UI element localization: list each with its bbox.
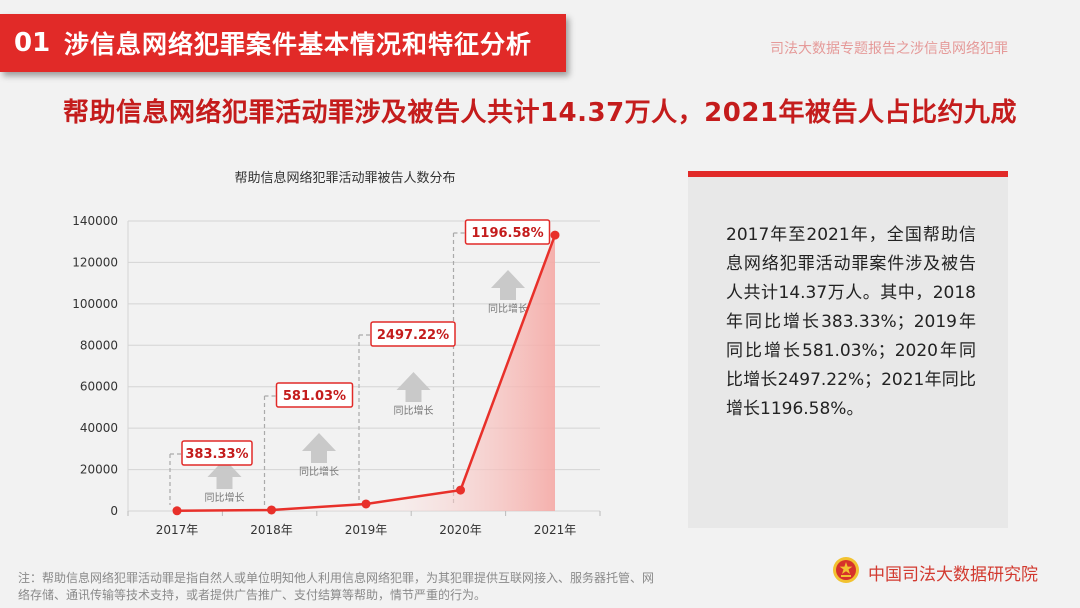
summary-text: 2017年至2021年，全国帮助信息网络犯罪活动罪案件涉及被告人共计14.37万… [726,225,976,419]
growth-label-box [181,440,253,466]
x-tick-label: 2021年 [534,523,577,537]
growth-arrow-icon [396,372,431,402]
y-tick-label: 80000 [80,338,118,352]
section-number: 01 [14,28,51,58]
court-emblem-icon [833,557,859,583]
growth-label: 383.33% [185,447,248,462]
x-tick-label: 2017年 [156,523,199,537]
growth-label-box [275,382,354,408]
growth-guide [263,395,277,505]
section-title: 涉信息网络犯罪案件基本情况和特征分析 [64,30,533,59]
data-point [456,485,465,495]
growth-arrow-icon [491,270,525,300]
chart-title: 帮助信息网络犯罪活动罪被告人数分布 [234,170,455,186]
growth-label-box [370,321,456,347]
y-tick-label: 40000 [80,421,118,435]
x-tick-label: 2018年 [250,523,293,537]
growth-label: 2497.22% [377,328,449,343]
growth-arrow-label: 同比增长 [299,465,339,478]
y-tick-label: 0 [110,504,118,518]
growth-guide [169,453,182,505]
x-tick-label: 2019年 [345,523,388,537]
y-tick-label: 140000 [72,214,118,228]
data-point [172,506,182,516]
growth-label: 581.03% [283,389,346,404]
report-tag: 司法大数据专题报告之涉信息网络犯罪 [770,41,1008,57]
growth-arrow-label: 同比增长 [488,302,528,315]
growth-guide [452,232,466,505]
y-tick-label: 100000 [72,297,118,311]
y-tick-label: 20000 [80,463,118,477]
growth-label-box [464,219,551,245]
series-area [177,235,555,511]
growth-arrow-icon [302,433,336,463]
growth-label: 1196.58% [471,226,543,241]
y-tick-label: 60000 [80,380,118,394]
section-header: 01 涉信息网络犯罪案件基本情况和特征分析 [0,14,566,72]
growth-arrow-label: 同比增长 [205,491,245,504]
data-point [550,230,560,240]
growth-arrow-icon [207,459,242,489]
data-point [267,505,276,515]
x-tick-label: 2020年 [439,523,482,537]
growth-guide [358,334,371,505]
footnote: 注：帮助信息网络犯罪活动罪是指自然人或单位明知他人利用信息网络犯罪，为其犯罪提供… [18,571,655,602]
headline: 帮助信息网络犯罪活动罪涉及被告人共计14.37万人，2021年被告人占比约九成 [62,98,1018,128]
defendant-line-chart: 帮助信息网络犯罪活动罪被告人数分布 140000 120000 100000 8000… [72,170,601,537]
data-point [361,499,371,509]
y-tick-label: 120000 [72,255,118,269]
growth-arrow-label: 同比增长 [394,404,434,417]
summary-panel: 2017年至2021年，全国帮助信息网络犯罪活动罪案件涉及被告人共计14.37万… [688,171,1008,528]
institute-name: 中国司法大数据研究院 [868,565,1038,585]
